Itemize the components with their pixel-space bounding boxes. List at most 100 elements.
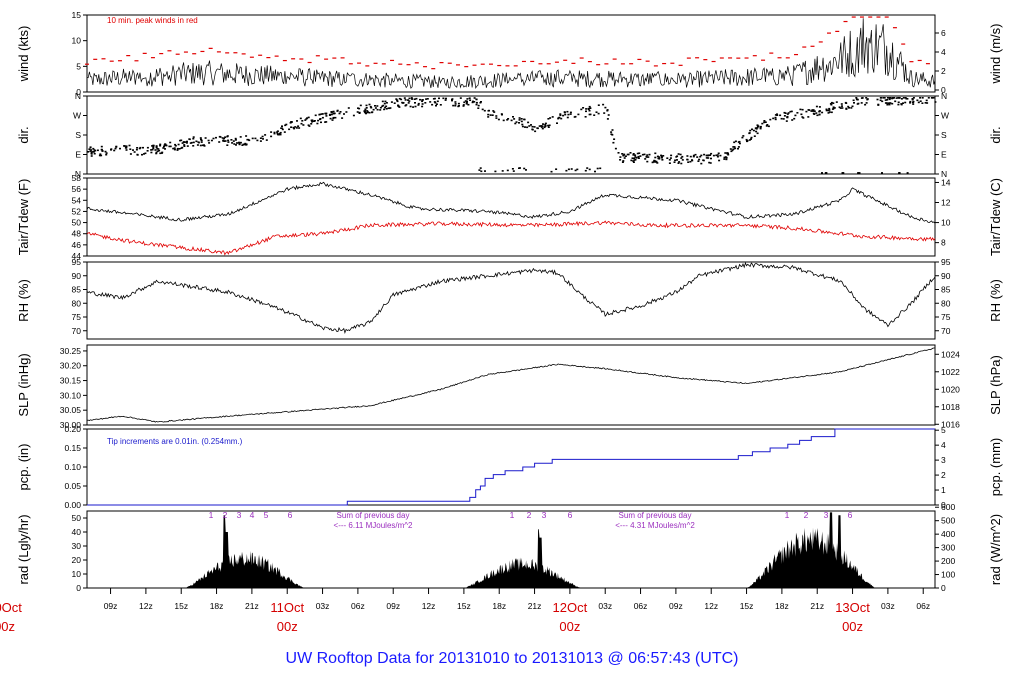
- slp-ytick-label: 30.05: [60, 405, 82, 415]
- dir-point: [888, 98, 891, 101]
- dir-point: [280, 127, 283, 129]
- rad-ytick-label: 0: [76, 583, 81, 593]
- dir-point: [500, 113, 503, 115]
- dir-point: [783, 111, 786, 114]
- dir-panel-frame: [86, 95, 936, 175]
- dir-point: [716, 154, 719, 156]
- dir-point: [614, 147, 617, 150]
- dir-point: [189, 142, 192, 144]
- dir-point: [538, 125, 541, 127]
- dir-point: [669, 157, 672, 159]
- dir-point: [610, 133, 613, 135]
- rad-hour-marker: 2: [527, 510, 532, 520]
- dir-point: [330, 113, 333, 116]
- dir-point: [757, 125, 760, 127]
- dir-point: [549, 117, 552, 119]
- wind-ytick-right-label: 0: [941, 85, 946, 95]
- dir-point: [226, 144, 229, 146]
- rad-hour-marker: 3: [542, 510, 547, 520]
- dir-point: [244, 142, 247, 145]
- dir-point: [807, 116, 810, 118]
- time-tick-label: 12z: [139, 601, 153, 611]
- dir-point: [860, 97, 863, 99]
- dir-point: [619, 159, 622, 161]
- dir-point: [202, 144, 205, 146]
- rad-hour-marker: 6: [568, 510, 573, 520]
- dir-point: [155, 151, 158, 154]
- dir-point: [143, 153, 145, 155]
- rad-hour-marker: 5: [264, 510, 269, 520]
- dir-point: [383, 102, 386, 105]
- dir-point: [727, 153, 730, 156]
- dir-point: [242, 143, 245, 146]
- pcp-series: [87, 428, 935, 506]
- dir-point: [789, 110, 792, 113]
- tair-series: [86, 181, 936, 224]
- dir-point: [895, 97, 898, 99]
- dir-point: [520, 118, 523, 120]
- dir-point: [655, 160, 658, 163]
- rad-sum-label: Sum of previous day: [337, 511, 410, 520]
- dir-point: [421, 99, 424, 101]
- dir-point: [358, 111, 361, 114]
- dir-point: [904, 101, 907, 104]
- dir-point: [238, 142, 241, 145]
- dir-point: [168, 145, 171, 148]
- wind-ytick-label: 10: [72, 36, 82, 46]
- dir-point: [540, 126, 543, 128]
- dir-point: [523, 118, 526, 121]
- dir-point: [494, 170, 497, 173]
- dir-point: [325, 121, 328, 123]
- dir-point: [832, 102, 835, 104]
- dir-point: [321, 116, 324, 119]
- rad-sum-label: Sum of previous day: [619, 511, 692, 520]
- dir-point: [270, 131, 273, 133]
- dir-point: [304, 119, 307, 121]
- dir-point: [623, 157, 626, 159]
- dir-point: [200, 139, 203, 142]
- rad-sum-value: <--- 6.11 MJoules/m^2: [334, 521, 414, 530]
- day-label-hour: 00z: [0, 619, 15, 634]
- dir-point: [366, 110, 369, 112]
- dir-point: [556, 122, 558, 124]
- dir-point: [188, 138, 191, 140]
- dir-point: [142, 146, 144, 149]
- dir-point: [200, 138, 202, 141]
- dir-point: [226, 135, 229, 138]
- slp-ytick-right-label: 1022: [941, 367, 960, 377]
- temp-ytick-label: 46: [72, 240, 82, 250]
- dir-point: [404, 104, 407, 107]
- dir-point: [104, 150, 107, 153]
- dir-point: [442, 97, 445, 100]
- pcp-ytick-right-label: 0: [941, 500, 946, 510]
- dir-point: [596, 167, 599, 170]
- dir-point: [705, 157, 708, 159]
- dir-point: [408, 97, 411, 100]
- dir-point: [398, 97, 401, 100]
- dir-point: [414, 102, 416, 104]
- rad-ytick-label: 30: [72, 541, 82, 551]
- dir-point: [886, 99, 889, 101]
- dir-point: [467, 103, 470, 106]
- dir-point: [110, 148, 113, 150]
- dir-point: [452, 104, 455, 107]
- rad-hour-marker: 6: [288, 510, 293, 520]
- dir-point: [865, 97, 868, 99]
- dir-point: [633, 159, 636, 161]
- rh-ytick-label: 80: [72, 298, 82, 308]
- dir-point: [548, 124, 551, 127]
- dir-point: [660, 155, 663, 158]
- dir-point: [466, 98, 469, 100]
- dir-point: [645, 156, 648, 158]
- time-tick-label: 09z: [104, 601, 118, 611]
- dir-point: [648, 153, 651, 156]
- dir-point: [902, 102, 904, 104]
- dir-point: [599, 167, 602, 170]
- dir-point: [445, 97, 447, 100]
- dir-point: [573, 116, 576, 118]
- slp-ylabel: SLP (inHg): [16, 353, 31, 416]
- dir-point: [530, 124, 532, 126]
- dir-ytick-label: S: [75, 130, 81, 140]
- dir-point: [412, 106, 415, 108]
- dir-point: [525, 169, 527, 171]
